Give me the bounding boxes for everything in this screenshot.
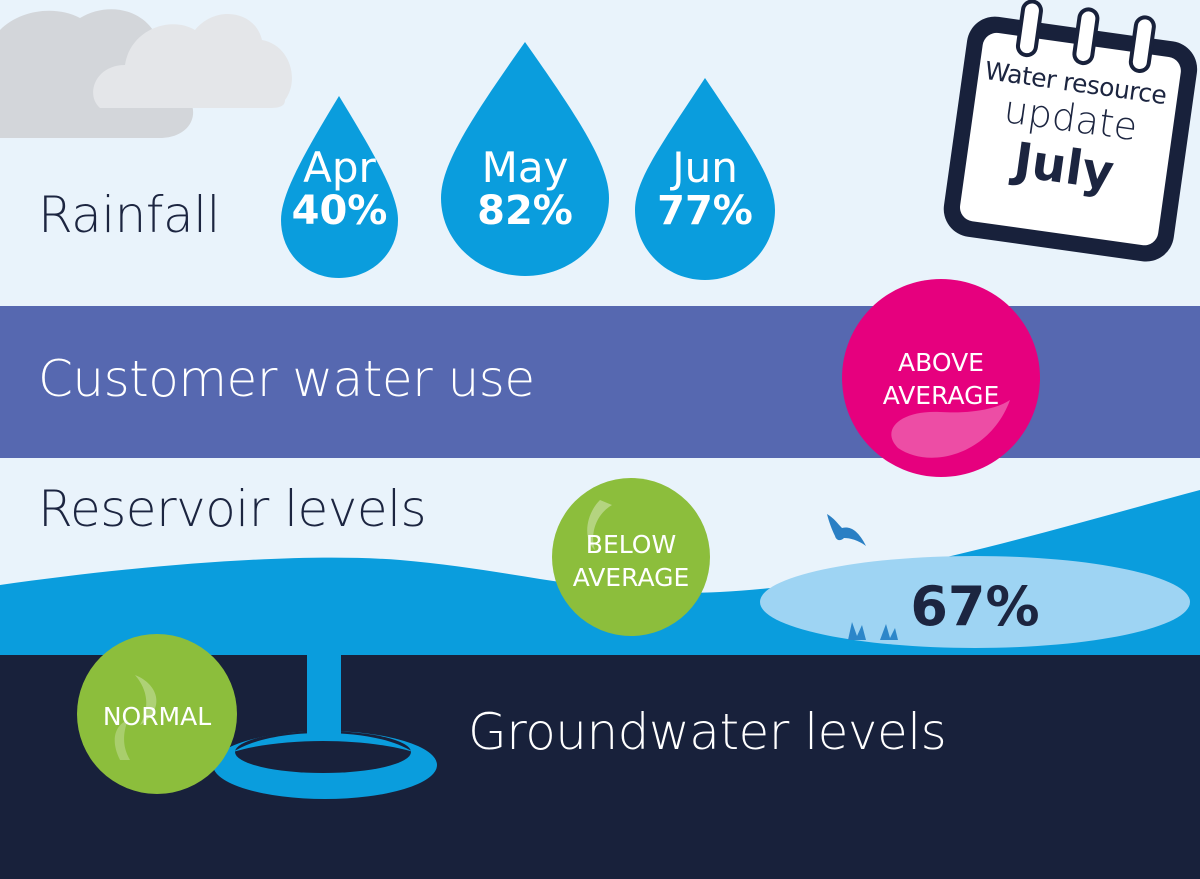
rainfall-label: Rainfall [38,186,220,244]
drop-apr-month: Apr [303,143,376,192]
rain-drop-apr [281,96,398,278]
drop-jun-text: Jun 77% [635,143,775,235]
above-average-bubble [842,279,1040,477]
groundwater-label: Groundwater levels [468,703,947,761]
grass-icon [848,622,898,640]
reservoir-status: BELOW AVERAGE [572,530,690,592]
calendar-icon [943,0,1198,262]
rain-drop-jun [635,78,775,280]
normal-bubble [77,634,237,794]
groundwater-well-icon [213,655,437,799]
reservoir-label: Reservoir levels [38,480,427,538]
reservoir-percent: 67% [910,575,1040,638]
below-average-bubble [552,478,710,636]
calendar-text: Water resource update July [961,55,1177,210]
customer-use-status: ABOVE AVERAGE [882,348,1000,410]
drop-apr-text: Apr 40% [281,143,398,235]
drop-may-percent: 82% [477,188,573,235]
drop-may-text: May 82% [441,143,609,235]
rain-drop-may [441,42,609,276]
drop-may-month: May [481,143,569,192]
drop-jun-percent: 77% [657,188,753,235]
customer-use-label: Customer water use [38,350,535,408]
groundwater-status: NORMAL [102,702,212,731]
cloud-icon [0,9,292,139]
bird-icon [827,514,866,546]
reservoir-lake [760,556,1190,648]
drop-apr-percent: 40% [291,188,388,235]
drop-jun-month: Jun [672,143,738,192]
